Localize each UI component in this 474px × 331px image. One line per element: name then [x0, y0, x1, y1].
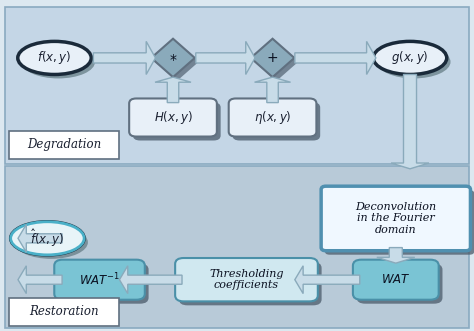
FancyBboxPatch shape [321, 186, 470, 251]
Polygon shape [377, 248, 415, 263]
FancyBboxPatch shape [5, 7, 469, 164]
FancyBboxPatch shape [129, 99, 217, 136]
Text: $WAT^{-1}$: $WAT^{-1}$ [79, 271, 120, 288]
Text: Degradation: Degradation [27, 138, 101, 151]
Text: $H(x,y)$: $H(x,y)$ [154, 109, 192, 126]
Polygon shape [295, 41, 376, 74]
Text: $g(x,y)$: $g(x,y)$ [391, 49, 429, 67]
FancyBboxPatch shape [133, 103, 220, 140]
FancyBboxPatch shape [353, 260, 439, 300]
Ellipse shape [11, 222, 84, 255]
FancyBboxPatch shape [356, 263, 442, 304]
FancyBboxPatch shape [232, 103, 320, 140]
Ellipse shape [11, 222, 84, 255]
Polygon shape [18, 266, 62, 294]
FancyBboxPatch shape [179, 262, 321, 305]
Text: Restoration: Restoration [29, 306, 99, 318]
Text: Deconvolution
in the Fourier
domain: Deconvolution in the Fourier domain [355, 202, 437, 235]
Ellipse shape [373, 41, 447, 74]
Polygon shape [155, 43, 199, 81]
Text: $f(x,y)$: $f(x,y)$ [37, 49, 72, 67]
Polygon shape [196, 41, 255, 74]
FancyBboxPatch shape [228, 99, 316, 136]
Text: $\eta(x,y)$: $\eta(x,y)$ [254, 109, 292, 126]
Polygon shape [251, 39, 294, 77]
Polygon shape [151, 39, 195, 77]
Polygon shape [18, 224, 62, 252]
FancyBboxPatch shape [9, 298, 119, 326]
Text: $WAT$: $WAT$ [381, 273, 410, 286]
Ellipse shape [377, 45, 450, 78]
Polygon shape [391, 74, 429, 169]
FancyBboxPatch shape [5, 166, 469, 328]
Ellipse shape [18, 41, 91, 74]
Polygon shape [255, 43, 298, 81]
Ellipse shape [22, 45, 95, 78]
Text: $\hat{f}(x,y)$: $\hat{f}(x,y)$ [30, 227, 64, 249]
Polygon shape [295, 266, 360, 294]
FancyBboxPatch shape [58, 263, 148, 304]
Polygon shape [119, 266, 182, 294]
Polygon shape [93, 41, 155, 74]
Text: Thresholding
coefficients: Thresholding coefficients [209, 269, 284, 291]
FancyBboxPatch shape [325, 190, 474, 255]
Polygon shape [155, 77, 191, 103]
FancyBboxPatch shape [175, 258, 318, 301]
Polygon shape [255, 77, 291, 103]
Text: $+$: $+$ [266, 51, 279, 65]
FancyBboxPatch shape [9, 131, 119, 159]
Text: $*$: $*$ [169, 51, 177, 65]
Ellipse shape [15, 226, 88, 259]
FancyBboxPatch shape [54, 260, 145, 300]
